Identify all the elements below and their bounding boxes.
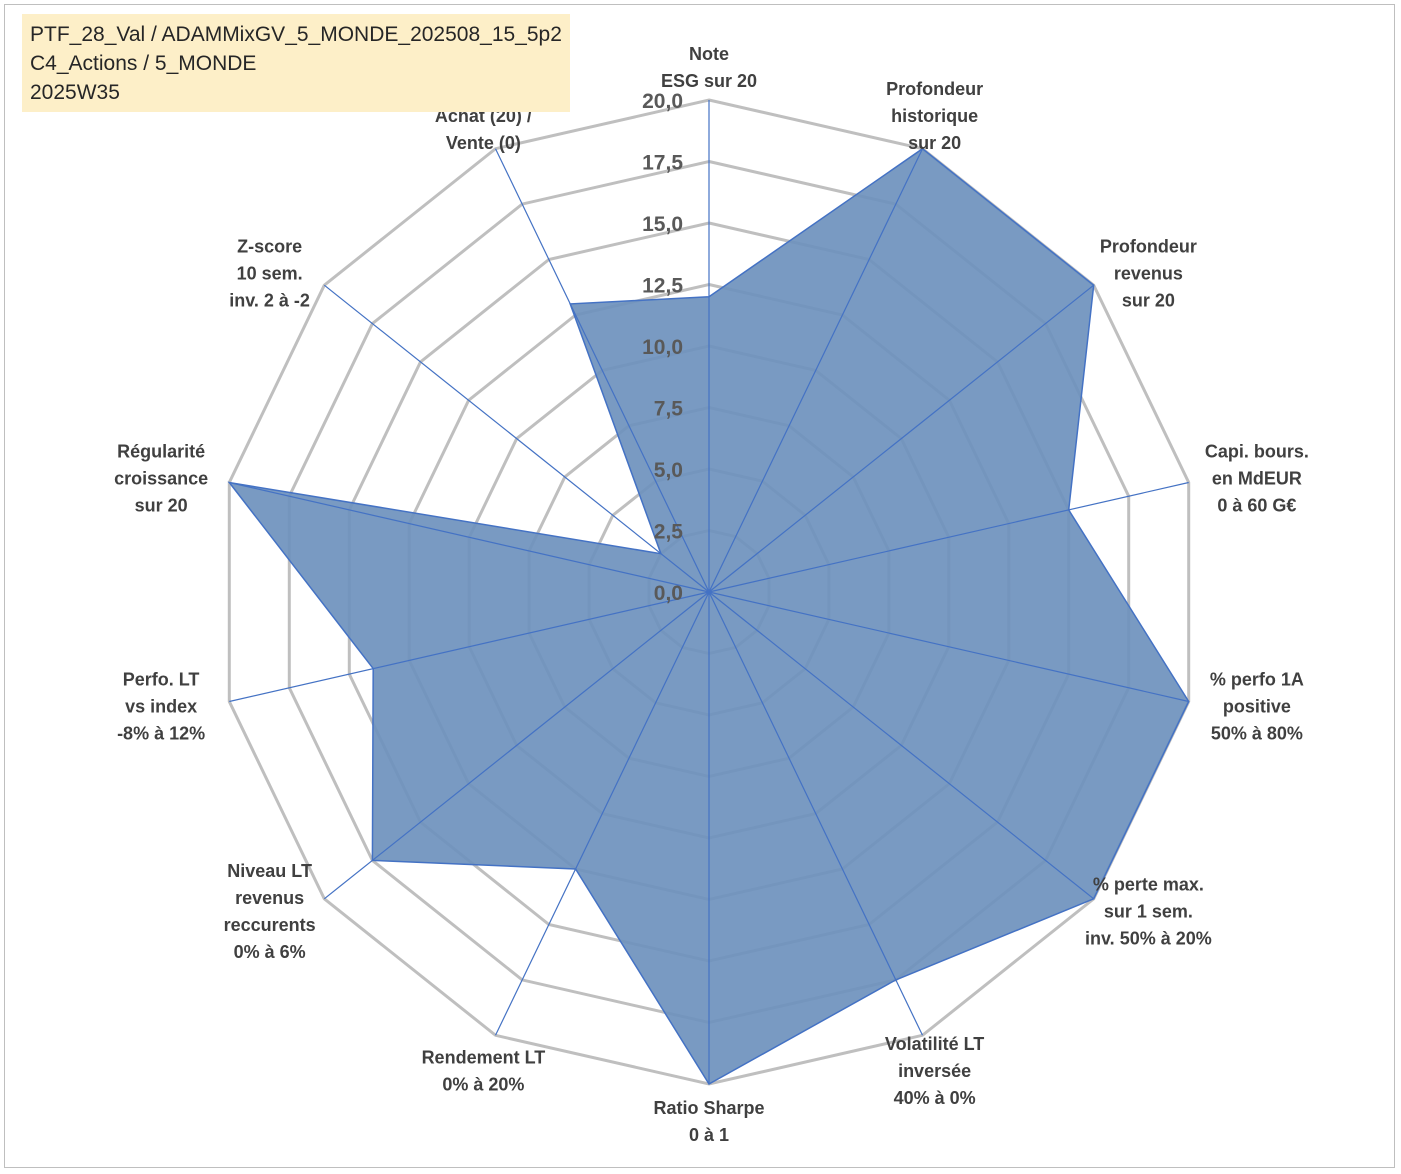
spoke-14 (494, 148, 710, 593)
spoke-12 (229, 481, 710, 593)
tick-labels: 0,0 2,5 5,0 7,5 10,0 12,5 15,0 17,5 20,0 (642, 90, 683, 605)
axis-label-2-line-3: sur 20 (908, 133, 961, 153)
axis-label-4: Capi. bours. en MdEUR 0 à 60 G€ (1205, 442, 1309, 516)
tick-label-7: 17,5 (642, 152, 683, 175)
axis-label-9-line-1: Rendement LT (422, 1048, 546, 1068)
tick-label-1: 2,5 (654, 521, 684, 544)
info-line-category: C4_Actions / 5_MONDE (30, 52, 257, 75)
axis-label-6: % perte max. sur 1 sem. inv. 50% à 20% (1085, 875, 1212, 949)
axis-label-5-line-2: positive (1223, 696, 1291, 716)
axis-label-7-line-1: Volatilité LT (885, 1034, 984, 1054)
axis-label-3-line-1: Profondeur (1100, 236, 1197, 256)
axis-label-14-line-3: Vente (0) (446, 133, 521, 153)
axis-label-7-line-3: 40% à 0% (894, 1088, 976, 1108)
axis-label-4-line-2: en MdEUR (1212, 469, 1302, 489)
spoke-11 (229, 591, 710, 703)
tick-label-2: 5,0 (654, 459, 683, 482)
tick-label-5: 12,5 (642, 275, 683, 298)
axis-label-11-line-3: -8% à 12% (117, 723, 205, 743)
axis-labels: Note ESG sur 20 Profondeur historique sur 20… (114, 44, 1309, 1145)
axis-label-5: % perfo 1A positive 50% à 80% (1210, 669, 1304, 743)
axis-label-10-line-2: revenus (235, 888, 304, 908)
spoke-4 (708, 481, 1189, 593)
chart-frame (4, 4, 1395, 1168)
axis-label-11-line-1: Perfo. LT (123, 669, 200, 689)
info-line-week: 2025W35 (30, 81, 120, 104)
axis-label-5-line-3: 50% à 80% (1211, 723, 1303, 743)
axis-label-7: Volatilité LT inversée 40% à 0% (885, 1034, 984, 1108)
axis-label-3-line-3: sur 20 (1122, 290, 1175, 310)
axis-label-12-line-2: croissance (114, 469, 208, 489)
axis-label-4-line-3: 0 à 60 G€ (1217, 496, 1296, 516)
spoke-7 (708, 591, 924, 1036)
tick-label-0: 0,0 (654, 582, 683, 605)
spokes (229, 100, 1189, 1084)
axis-label-12: Régularité croissance sur 20 (114, 442, 208, 516)
spoke-5 (708, 591, 1189, 703)
axis-label-8-line-2: 0 à 1 (689, 1125, 729, 1145)
axis-label-6-line-1: % perte max. (1093, 875, 1204, 895)
axis-label-1-line-2: ESG sur 20 (661, 71, 757, 91)
axis-label-9: Rendement LT 0% à 20% (422, 1048, 546, 1095)
spoke-2 (708, 148, 924, 593)
axis-label-8-line-1: Ratio Sharpe (653, 1098, 764, 1118)
spoke-9 (494, 591, 710, 1036)
tick-label-3: 7,5 (654, 398, 684, 421)
axis-label-3: Profondeur revenus sur 20 (1100, 236, 1197, 310)
axis-label-2-line-2: historique (891, 106, 978, 126)
tick-label-6: 15,0 (642, 213, 683, 236)
axis-label-13-line-2: 10 sem. (237, 263, 303, 283)
tick-label-4: 10,0 (642, 336, 683, 359)
axis-label-8: Ratio Sharpe 0 à 1 (653, 1098, 764, 1145)
axis-label-3-line-2: revenus (1114, 263, 1183, 283)
axis-label-9-line-2: 0% à 20% (442, 1075, 524, 1095)
spoke-10 (323, 591, 710, 900)
axis-label-10-line-4: 0% à 6% (234, 942, 306, 962)
tick-label-8: 20,0 (642, 90, 683, 113)
axis-label-13-line-3: inv. 2 à -2 (229, 290, 310, 310)
axis-label-6-line-2: sur 1 sem. (1104, 902, 1193, 922)
spoke-6 (708, 591, 1095, 900)
axis-label-10: Niveau LT revenus reccurents 0% à 6% (224, 861, 316, 962)
info-line-portfolio: PTF_28_Val / ADAMMixGV_5_MONDE_202508_15… (30, 23, 562, 46)
axis-label-7-line-2: inversée (898, 1061, 971, 1081)
axis-label-13: Z-score 10 sem. inv. 2 à -2 (229, 236, 310, 310)
axis-label-1-line-1: Note (689, 44, 729, 64)
axis-label-2: Profondeur historique sur 20 (886, 79, 983, 153)
axis-label-12-line-3: sur 20 (135, 496, 188, 516)
axis-label-12-line-1: Régularité (117, 442, 205, 462)
axis-label-6-line-3: inv. 50% à 20% (1085, 929, 1212, 949)
axis-label-11-line-2: vs index (125, 696, 197, 716)
axis-label-10-line-1: Niveau LT (227, 861, 312, 881)
axis-label-13-line-1: Z-score (237, 236, 302, 256)
axis-label-4-line-1: Capi. bours. (1205, 442, 1309, 462)
axis-label-5-line-1: % perfo 1A (1210, 669, 1304, 689)
axis-label-10-line-3: reccurents (224, 915, 316, 935)
axis-label-1: Note ESG sur 20 (661, 44, 757, 91)
axis-label-11: Perfo. LT vs index -8% à 12% (117, 669, 205, 743)
spoke-13 (323, 284, 710, 593)
axis-label-2-line-1: Profondeur (886, 79, 983, 99)
spoke-3 (708, 284, 1095, 593)
info-box: PTF_28_Val / ADAMMixGV_5_MONDE_202508_15… (22, 14, 570, 112)
